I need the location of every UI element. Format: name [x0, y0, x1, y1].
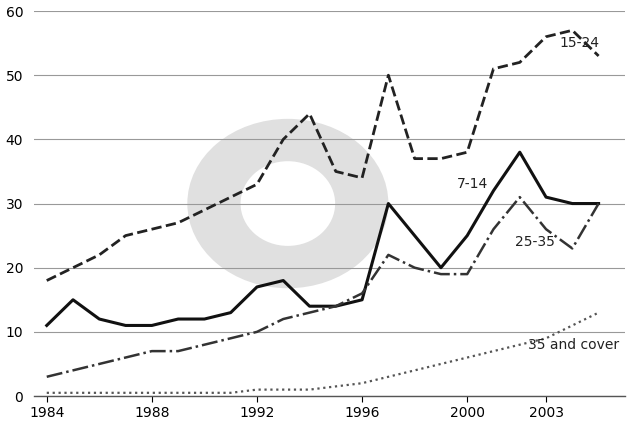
Text: 7-14: 7-14: [457, 177, 488, 191]
Ellipse shape: [188, 119, 388, 288]
Text: 35 and cover: 35 and cover: [527, 338, 619, 352]
Text: 25-35: 25-35: [515, 235, 554, 249]
Ellipse shape: [241, 161, 335, 246]
Text: 15-24: 15-24: [559, 36, 599, 50]
